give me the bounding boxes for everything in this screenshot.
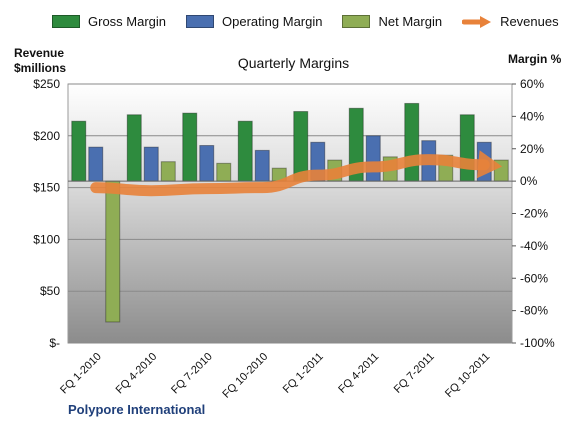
legend-item-revenues: Revenues [462, 14, 559, 29]
category-label: FQ 1-2011 [281, 351, 326, 396]
right-tick-label: 40% [520, 109, 544, 123]
company-name: Polypore International [68, 402, 206, 417]
category-label: FQ 10-2011 [443, 351, 492, 400]
left-tick-label: $250 [33, 77, 60, 91]
right-tick-label: 0% [520, 174, 538, 188]
category-label: FQ 4-2010 [114, 351, 160, 397]
revenue-line [90, 154, 490, 197]
bar-operating-margin [254, 149, 270, 182]
left-tick-label: $150 [33, 181, 60, 195]
category-label: FQ 10-2010 [220, 351, 270, 401]
bar-gross-margin [459, 114, 475, 182]
right-tick-label: -40% [520, 239, 548, 253]
legend-label-gross-margin: Gross Margin [88, 14, 167, 29]
bar-net-margin [160, 161, 176, 182]
left-tick-label: $50 [40, 284, 60, 298]
legend-swatch-net-margin [342, 15, 371, 28]
legend-item-gross-margin: Gross Margin [52, 14, 166, 29]
category-label: FQ 1-2010 [58, 351, 104, 397]
bar-operating-margin [143, 146, 159, 182]
category-label: FQ 4-2011 [336, 351, 381, 396]
revenue-arrowhead [476, 150, 503, 179]
left-axis-title-line2: $millions [14, 61, 67, 75]
bar-gross-margin [404, 102, 420, 182]
legend: Gross Margin Operating Margin Net Margin… [52, 14, 579, 29]
bar-operating-margin [365, 135, 381, 182]
legend-arrow-icon [462, 15, 492, 28]
right-tick-label: 60% [520, 77, 544, 91]
category-label: FQ 7-2011 [392, 351, 437, 396]
legend-item-operating-margin: Operating Margin [186, 14, 322, 29]
left-tick-label: $- [49, 336, 60, 350]
bar-gross-margin [126, 114, 142, 182]
bar-operating-margin [199, 145, 215, 182]
category-label: FQ 7-2010 [169, 351, 215, 397]
right-tick-label: -20% [520, 207, 548, 221]
plot-area [67, 83, 513, 344]
bar-net-margin [216, 162, 232, 182]
chart-title: Quarterly Margins [237, 55, 350, 71]
right-tick-label: -80% [520, 304, 548, 318]
legend-swatch-operating-margin [186, 15, 215, 28]
legend-item-net-margin: Net Margin [342, 14, 442, 29]
right-tick-label: -60% [520, 271, 548, 285]
bar-gross-margin [71, 120, 87, 182]
bar-net-margin [105, 180, 121, 323]
legend-swatch-gross-margin [52, 15, 80, 28]
bar-operating-margin [88, 146, 104, 182]
left-tick-label: $100 [33, 232, 60, 246]
bar-gross-margin [237, 120, 253, 182]
right-tick-label: -100% [520, 336, 555, 350]
legend-label-revenues: Revenues [500, 14, 559, 29]
left-tick-label: $200 [33, 129, 60, 143]
left-axis-title-line1: Revenue [14, 46, 65, 60]
right-tick-label: 20% [520, 142, 544, 156]
legend-label-operating-margin: Operating Margin [222, 14, 323, 29]
legend-label-net-margin: Net Margin [378, 14, 443, 29]
right-axis-title: Margin % [508, 52, 562, 66]
bar-gross-margin [182, 112, 198, 182]
